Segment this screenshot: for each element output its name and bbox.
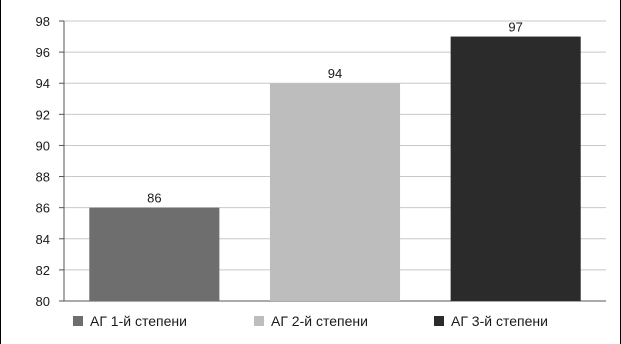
- legend-label: АГ 2-й степени: [271, 313, 368, 329]
- legend-swatch: [254, 316, 264, 326]
- y-tick-label: 86: [36, 201, 50, 216]
- bar: [89, 207, 220, 301]
- legend-swatch: [434, 316, 444, 326]
- y-tick-label: 88: [36, 170, 50, 185]
- bar: [269, 83, 401, 301]
- data-label: 86: [147, 191, 161, 206]
- y-tick-label: 98: [36, 14, 50, 29]
- y-tick-label: 90: [36, 138, 50, 153]
- y-tick-label: 82: [36, 263, 50, 278]
- legend: АГ 1-й степени АГ 2-й степени АГ 3-й степе…: [73, 313, 548, 329]
- data-labels: 86 94 97: [147, 20, 523, 206]
- legend-label: АГ 3-й степени: [451, 313, 548, 329]
- y-axis-ticks: 80 82 84 86 88 90 92 94 96 98: [36, 14, 64, 309]
- data-label: 94: [328, 66, 342, 81]
- legend-swatch: [73, 316, 83, 326]
- y-tick-label: 80: [36, 294, 50, 309]
- legend-label: АГ 1-й степени: [90, 313, 187, 329]
- y-tick-label: 96: [36, 45, 50, 60]
- y-tick-label: 94: [36, 76, 50, 91]
- data-label: 97: [508, 20, 522, 35]
- bar: [450, 36, 581, 302]
- y-tick-label: 84: [36, 232, 50, 247]
- bars: [89, 36, 581, 302]
- y-tick-label: 92: [36, 107, 50, 122]
